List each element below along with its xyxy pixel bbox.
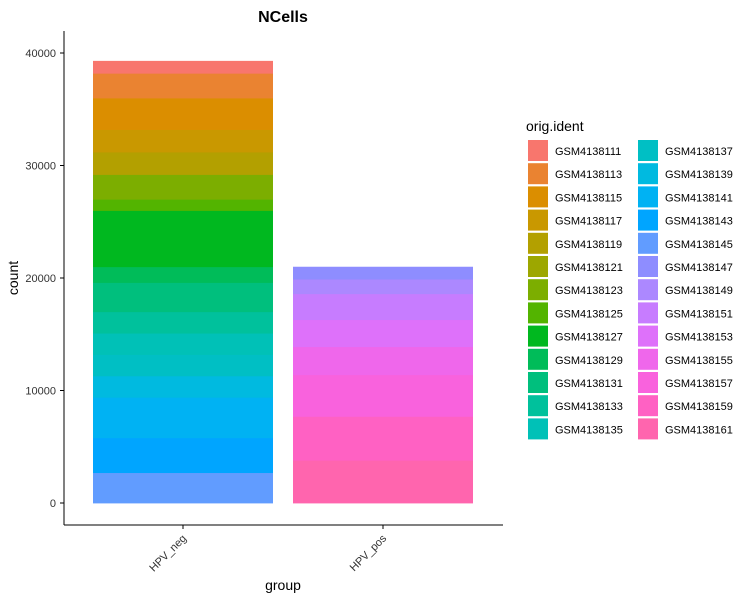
legend-label: GSM4138147: [665, 262, 733, 274]
bar-segment: [93, 354, 273, 377]
legend-label: GSM4138149: [665, 285, 733, 297]
bar-segment: [293, 319, 473, 348]
legend-title: orig.ident: [526, 118, 584, 134]
legend-swatch: [528, 256, 548, 277]
legend-label: GSM4138127: [555, 332, 623, 344]
bar-segment: [93, 199, 273, 211]
legend-label: GSM4138121: [555, 262, 623, 274]
legend-label: GSM4138161: [665, 424, 733, 436]
legend-label: GSM4138111: [555, 146, 621, 158]
bar-segment: [93, 437, 273, 474]
legend-swatch: [638, 302, 658, 324]
bar-segment: [93, 152, 273, 175]
legend-swatch: [638, 209, 658, 231]
bar-segment: [93, 60, 273, 74]
bar-segment: [293, 293, 473, 321]
y-tick-label: 40000: [25, 48, 56, 60]
legend-label: GSM4138141: [665, 192, 733, 204]
bar-segment: [293, 346, 473, 376]
bar-segment: [93, 282, 273, 313]
y-tick-label: 20000: [25, 273, 56, 285]
bar-segment: [93, 73, 273, 99]
legend-label: GSM4138145: [665, 239, 733, 251]
legend-swatch: [638, 348, 658, 370]
bar-segment: [93, 129, 273, 153]
legend-label: GSM4138129: [555, 355, 623, 367]
legend-label: GSM4138151: [665, 308, 733, 320]
legend-swatch: [638, 140, 658, 161]
legend-label: GSM4138131: [555, 378, 623, 390]
legend-label: GSM4138157: [665, 378, 733, 390]
bar-segment: [293, 460, 473, 504]
y-axis-label: count: [5, 261, 21, 295]
legend-swatch: [638, 279, 658, 301]
legend-swatch: [528, 140, 548, 161]
legend-swatch: [638, 163, 658, 185]
x-axis-label: group: [265, 577, 301, 593]
bar-segment: [93, 266, 273, 283]
legend-swatch: [638, 372, 658, 393]
bar-segment: [93, 333, 273, 355]
legend-label: GSM4138133: [555, 401, 623, 413]
legend-label: GSM4138143: [665, 216, 733, 228]
legend-swatch: [528, 302, 548, 324]
legend-swatch: [528, 372, 548, 393]
legend-swatch: [638, 256, 658, 277]
legend-label: GSM4138135: [555, 424, 623, 436]
legend-label: GSM4138117: [555, 216, 622, 228]
chart-title: NCells: [258, 9, 308, 26]
bar-segment: [293, 266, 473, 280]
legend-swatch: [528, 279, 548, 301]
legend-swatch: [528, 395, 548, 417]
legend-swatch: [528, 325, 548, 347]
bar-segment: [93, 210, 273, 268]
legend-label: GSM4138153: [665, 332, 733, 344]
bar-segment: [93, 472, 273, 504]
legend-swatch: [638, 232, 658, 254]
bar-segment: [93, 174, 273, 200]
bar-segment: [93, 397, 273, 439]
legend-label: GSM4138155: [665, 355, 733, 367]
legend-label: GSM4138113: [555, 169, 622, 181]
legend-swatch: [638, 395, 658, 417]
legend-label: GSM4138137: [665, 146, 733, 158]
legend-label: GSM4138123: [555, 285, 623, 297]
bar-segment: [293, 374, 473, 417]
bars-layer: [93, 60, 473, 504]
legend-swatch: [638, 186, 658, 208]
y-tick-label: 0: [50, 498, 56, 510]
legend-swatch: [528, 209, 548, 231]
legend-label: GSM4138119: [555, 239, 622, 251]
bar-segment: [293, 416, 473, 461]
legend-swatch: [638, 325, 658, 347]
bar-segment: [93, 311, 273, 334]
y-tick-label: 30000: [25, 161, 56, 173]
bar-segment: [293, 279, 473, 295]
bar-segment: [93, 375, 273, 398]
legend-swatch: [528, 163, 548, 185]
y-ticks: 0 10000 20000 30000 40000: [25, 48, 64, 510]
legend-swatch: [638, 418, 658, 440]
legend-label: GSM4138159: [665, 401, 733, 413]
legend: GSM4138111 GSM4138113 GSM4138115 GSM4138117…: [528, 140, 733, 440]
y-tick-label: 10000: [25, 386, 56, 398]
legend-label: GSM4138125: [555, 308, 623, 320]
legend-swatch: [528, 418, 548, 440]
bar-segment: [93, 98, 273, 130]
legend-swatch: [528, 232, 548, 254]
legend-swatch: [528, 186, 548, 208]
legend-label: GSM4138115: [555, 192, 622, 204]
legend-swatch: [528, 348, 548, 370]
legend-label: GSM4138139: [665, 169, 733, 181]
